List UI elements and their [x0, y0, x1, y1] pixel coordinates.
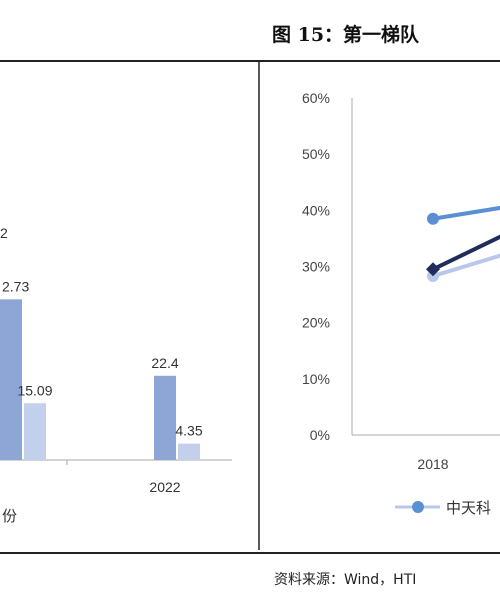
line-x-label-0: 2018 — [417, 456, 448, 472]
bar-0-1 — [154, 375, 176, 460]
bar-extra-label-0: 2 — [0, 225, 8, 241]
charts-canvas: 2.73 22.4 15.09 4.35 2 2022 份 0% 10% 20% 30% 40% 50%… — [0, 62, 500, 550]
bar-1-0 — [24, 403, 46, 460]
bar-label-0-0: 2.73 — [2, 278, 29, 294]
legend-series-name: 中天科 — [446, 499, 491, 517]
top-rule — [0, 60, 500, 62]
line-y-tick-1: 10% — [302, 371, 330, 387]
line-series-0 — [431, 205, 500, 221]
bar-label-1-1: 4.35 — [175, 423, 202, 439]
line-y-tick-5: 50% — [302, 146, 330, 162]
line-y-tick-4: 40% — [302, 202, 330, 218]
line-y-tick-6: 60% — [302, 90, 330, 106]
figure-title: 图 15：第一梯队 — [272, 24, 420, 46]
bar-1-1 — [178, 443, 200, 460]
line-y-tick-3: 30% — [302, 259, 330, 275]
bar-label-0-1: 22.4 — [151, 355, 178, 371]
bottom-rule — [0, 552, 500, 554]
line-marker-1 — [426, 262, 440, 277]
bar-category-label-1: 2022 — [149, 479, 180, 495]
line-y-tick-2: 20% — [302, 315, 330, 331]
line-marker-0 — [427, 212, 439, 225]
line-series-1 — [431, 234, 500, 272]
bar-legend-fragment: 份 — [2, 507, 17, 525]
bar-label-1-0: 15.09 — [17, 382, 52, 398]
source-note: 资料来源：Wind，HTI — [274, 572, 417, 588]
line-series-2 — [431, 253, 500, 279]
line-y-tick-0: 0% — [310, 427, 330, 443]
legend-marker-swatch — [412, 501, 424, 513]
bar-0-0 — [0, 299, 22, 460]
